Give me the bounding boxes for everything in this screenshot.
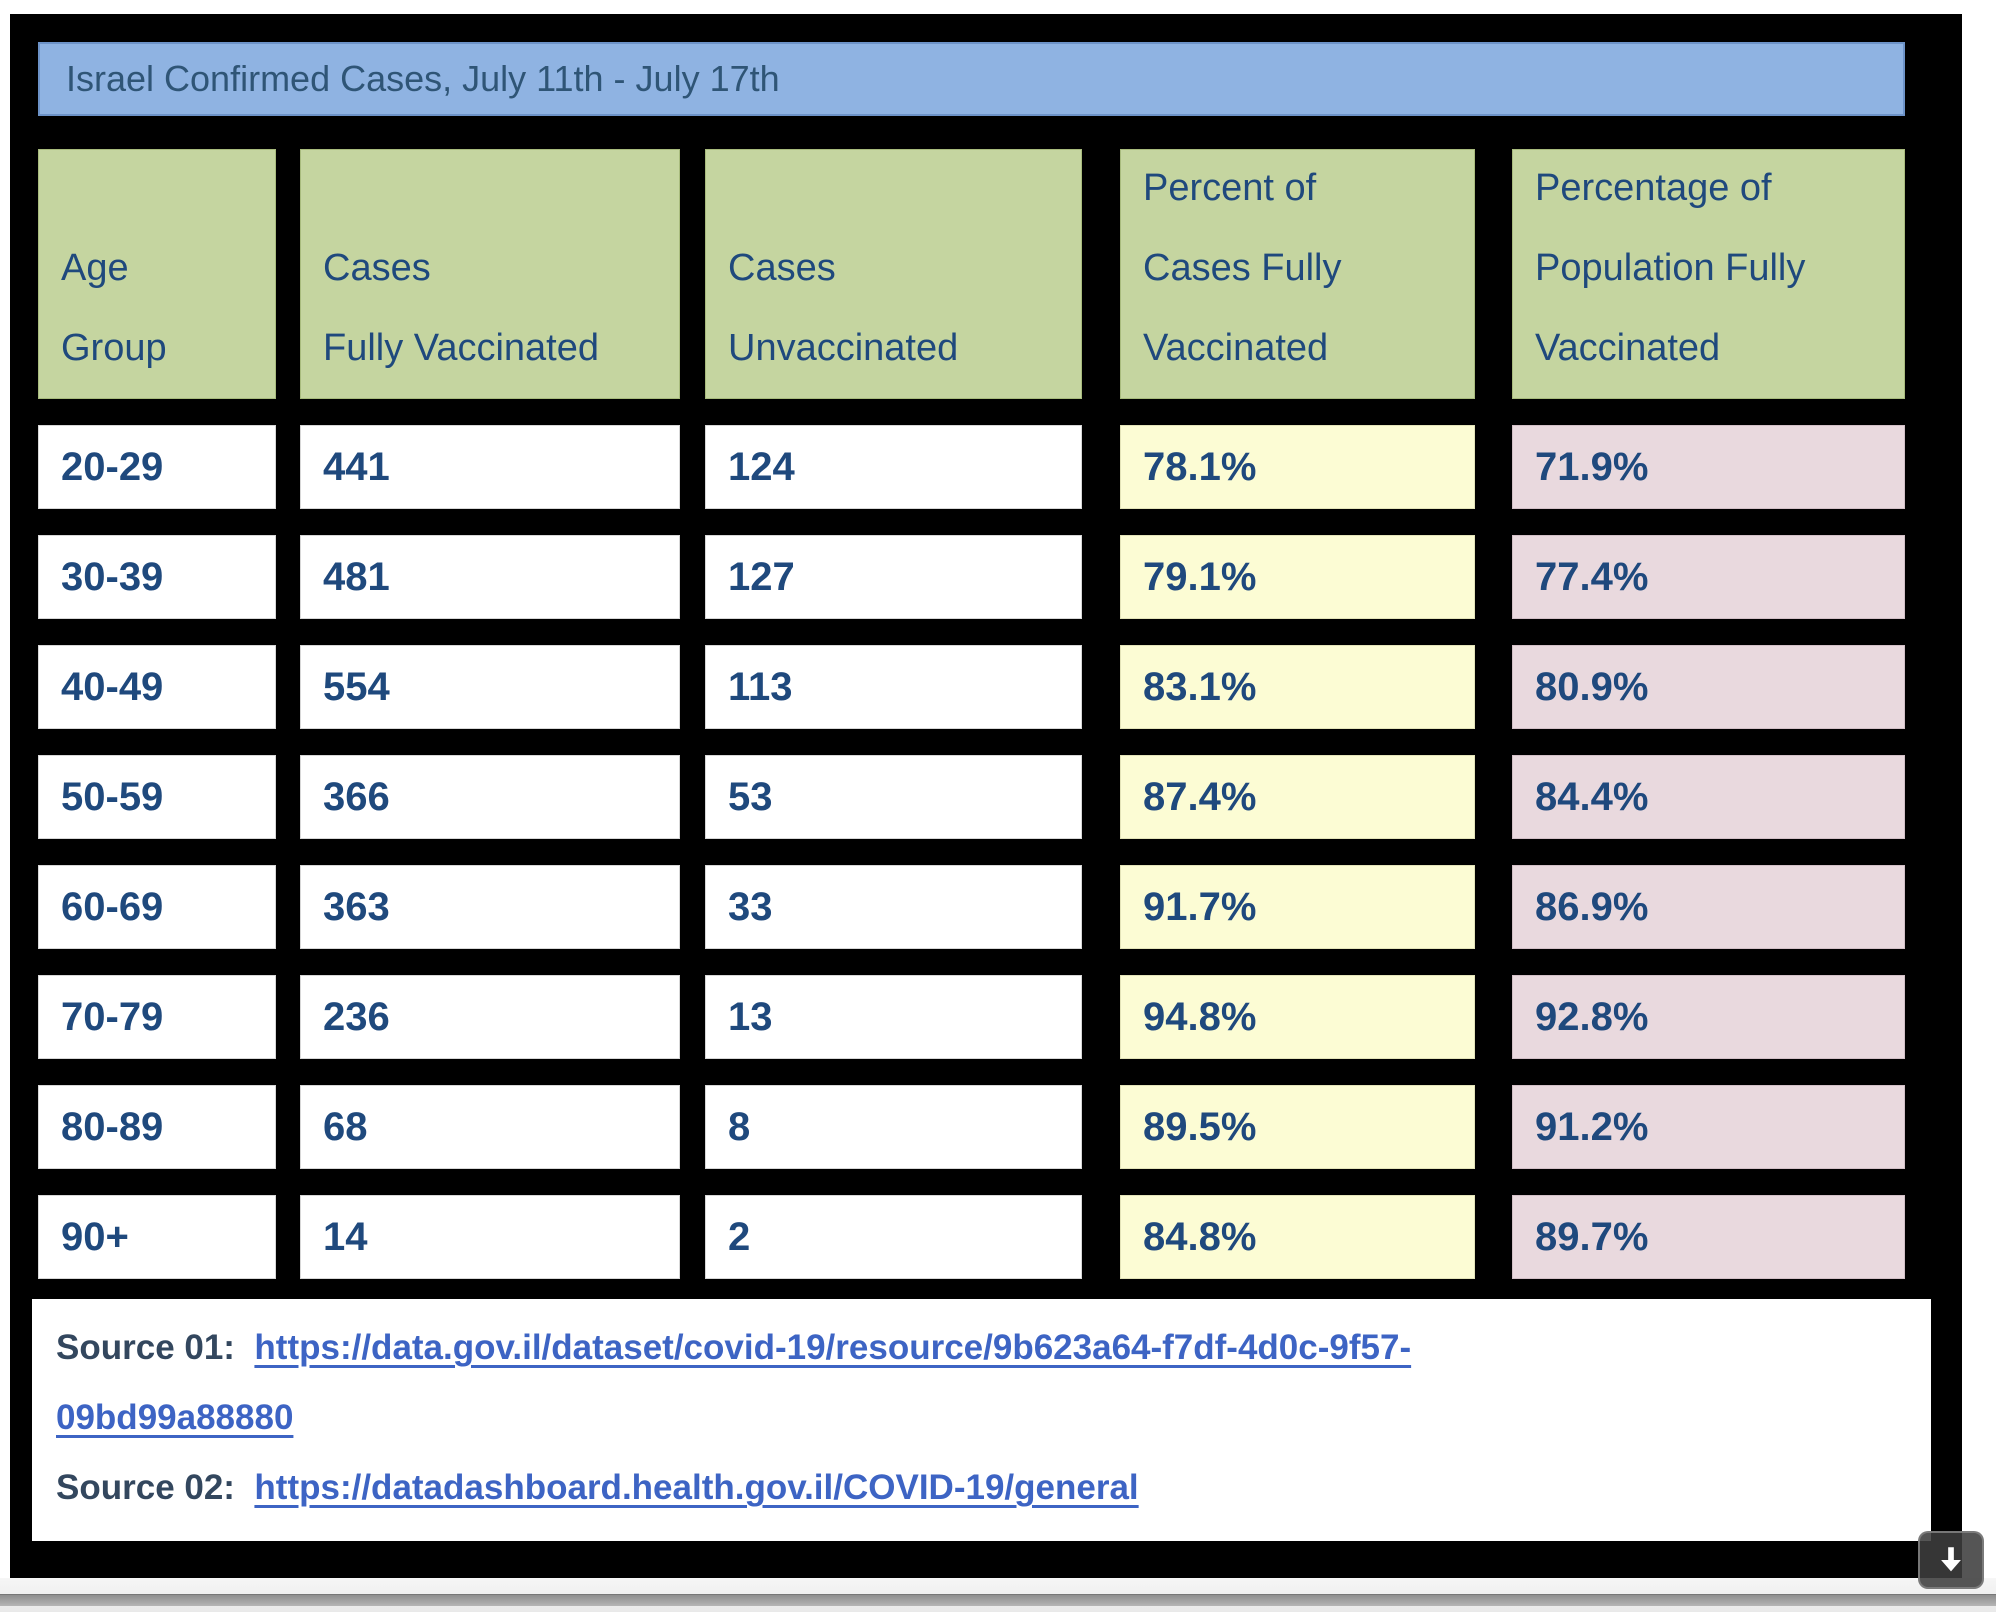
header-line: Vaccinated <box>1535 327 1721 369</box>
cell-percentage-population-fully-vaccinated: 84.4% <box>1512 755 1905 839</box>
cell-cases-fully-vaccinated: 554 <box>300 645 680 729</box>
cell-percentage-population-fully-vaccinated: 89.7% <box>1512 1195 1905 1279</box>
cell-age-group: 20-29 <box>38 425 276 509</box>
source-line-1: Source 01: https://data.gov.il/dataset/c… <box>56 1313 1616 1453</box>
table-header-row: Age Group Cases Fully Vaccinated Cases U… <box>38 149 1917 399</box>
page-title: Israel Confirmed Cases, July 11th - July… <box>66 58 780 99</box>
source-link-1[interactable]: https://data.gov.il/dataset/covid-19/res… <box>56 1328 1412 1437</box>
cell-cases-unvaccinated: 53 <box>705 755 1082 839</box>
cell-age-group: 60-69 <box>38 865 276 949</box>
cell-age-group: 40-49 <box>38 645 276 729</box>
column-header-cases-unvaccinated: Cases Unvaccinated <box>705 149 1082 399</box>
table-row: 40-49 554 113 83.1% 80.9% <box>38 645 1917 729</box>
cell-percent-cases-fully-vaccinated: 94.8% <box>1120 975 1475 1059</box>
column-header-percent-cases-fully-vaccinated: Percent of Cases Fully Vaccinated <box>1120 149 1475 399</box>
table-row: 50-59 366 53 87.4% 84.4% <box>38 755 1917 839</box>
down-arrow-icon <box>1941 1547 1961 1572</box>
horizontal-scrollbar <box>0 1594 1996 1606</box>
window-bottom-edge <box>0 1578 1996 1612</box>
cell-cases-unvaccinated: 124 <box>705 425 1082 509</box>
source-label: Source 01: <box>56 1328 235 1367</box>
download-button[interactable] <box>1918 1531 1984 1589</box>
header-line: Percentage of <box>1535 167 1772 209</box>
table-body: 20-29 441 124 78.1% 71.9% 30-39 481 127 … <box>38 425 1917 1279</box>
cell-percent-cases-fully-vaccinated: 87.4% <box>1120 755 1475 839</box>
header-line: Cases Fully <box>1143 247 1342 289</box>
cell-age-group: 70-79 <box>38 975 276 1059</box>
cell-cases-fully-vaccinated: 236 <box>300 975 680 1059</box>
cell-age-group: 90+ <box>38 1195 276 1279</box>
cell-percent-cases-fully-vaccinated: 91.7% <box>1120 865 1475 949</box>
cell-percentage-population-fully-vaccinated: 86.9% <box>1512 865 1905 949</box>
cell-cases-fully-vaccinated: 68 <box>300 1085 680 1169</box>
column-header-age-group: Age Group <box>38 149 276 399</box>
cell-percent-cases-fully-vaccinated: 84.8% <box>1120 1195 1475 1279</box>
header-line: Population Fully <box>1535 247 1806 289</box>
column-header-percentage-population-fully-vaccinated: Percentage of Population Fully Vaccinate… <box>1512 149 1905 399</box>
table-row: 30-39 481 127 79.1% 77.4% <box>38 535 1917 619</box>
cell-age-group: 30-39 <box>38 535 276 619</box>
cell-cases-unvaccinated: 33 <box>705 865 1082 949</box>
sources-section: Source 01: https://data.gov.il/dataset/c… <box>32 1299 1931 1541</box>
cell-percentage-population-fully-vaccinated: 91.2% <box>1512 1085 1905 1169</box>
cell-percent-cases-fully-vaccinated: 79.1% <box>1120 535 1475 619</box>
table-row: 90+ 14 2 84.8% 89.7% <box>38 1195 1917 1279</box>
cell-cases-unvaccinated: 2 <box>705 1195 1082 1279</box>
source-label: Source 02: <box>56 1468 235 1507</box>
cell-percentage-population-fully-vaccinated: 92.8% <box>1512 975 1905 1059</box>
source-line-2: Source 02: https://datadashboard.health.… <box>56 1453 1616 1523</box>
cell-percentage-population-fully-vaccinated: 71.9% <box>1512 425 1905 509</box>
cell-percent-cases-fully-vaccinated: 78.1% <box>1120 425 1475 509</box>
table-row: 20-29 441 124 78.1% 71.9% <box>38 425 1917 509</box>
cell-cases-unvaccinated: 127 <box>705 535 1082 619</box>
header-line: Fully Vaccinated <box>323 327 599 369</box>
cell-percent-cases-fully-vaccinated: 89.5% <box>1120 1085 1475 1169</box>
source-link-2[interactable]: https://datadashboard.health.gov.il/COVI… <box>254 1468 1139 1507</box>
cell-percentage-population-fully-vaccinated: 80.9% <box>1512 645 1905 729</box>
cell-cases-unvaccinated: 13 <box>705 975 1082 1059</box>
header-line: Group <box>61 327 167 369</box>
cell-cases-unvaccinated: 113 <box>705 645 1082 729</box>
cell-cases-fully-vaccinated: 441 <box>300 425 680 509</box>
table-frame: Israel Confirmed Cases, July 11th - July… <box>10 14 1962 1578</box>
cell-cases-fully-vaccinated: 481 <box>300 535 680 619</box>
cell-age-group: 50-59 <box>38 755 276 839</box>
table-row: 60-69 363 33 91.7% 86.9% <box>38 865 1917 949</box>
table-row: 70-79 236 13 94.8% 92.8% <box>38 975 1917 1059</box>
header-line: Percent of <box>1143 167 1317 209</box>
header-line: Cases <box>323 247 431 289</box>
header-line: Cases <box>728 247 836 289</box>
cell-cases-fully-vaccinated: 14 <box>300 1195 680 1279</box>
cell-cases-fully-vaccinated: 366 <box>300 755 680 839</box>
header-line: Vaccinated <box>1143 327 1329 369</box>
cell-cases-fully-vaccinated: 363 <box>300 865 680 949</box>
table-title-bar: Israel Confirmed Cases, July 11th - July… <box>38 42 1905 116</box>
table-row: 80-89 68 8 89.5% 91.2% <box>38 1085 1917 1169</box>
cell-cases-unvaccinated: 8 <box>705 1085 1082 1169</box>
header-line: Age <box>61 247 129 289</box>
cell-percentage-population-fully-vaccinated: 77.4% <box>1512 535 1905 619</box>
column-header-cases-fully-vaccinated: Cases Fully Vaccinated <box>300 149 680 399</box>
cell-percent-cases-fully-vaccinated: 83.1% <box>1120 645 1475 729</box>
header-line: Unvaccinated <box>728 327 959 369</box>
cell-age-group: 80-89 <box>38 1085 276 1169</box>
